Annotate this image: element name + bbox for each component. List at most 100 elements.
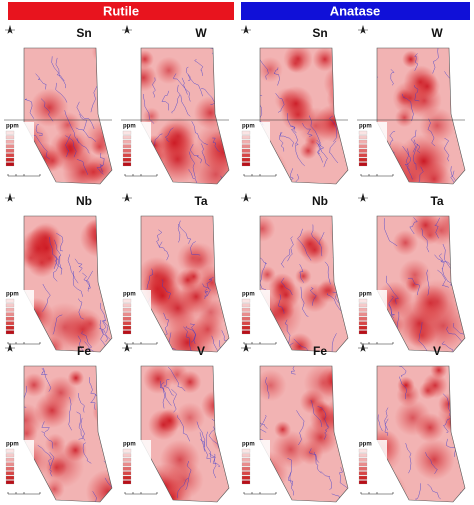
- legend-swatch: [241, 148, 251, 153]
- legend-swatch: [358, 130, 368, 135]
- legend-swatch: [5, 475, 15, 480]
- legend-swatch: [241, 325, 251, 330]
- north-arrow: [241, 192, 251, 202]
- legend-unit: ppm: [359, 124, 372, 130]
- scale-bar: [360, 342, 394, 345]
- north-arrow: [241, 342, 251, 352]
- legend-swatch: [241, 312, 251, 317]
- legend-swatch: [241, 471, 251, 476]
- map-panel: Nb ppm: [240, 192, 349, 353]
- legend-unit: ppm: [6, 124, 19, 130]
- map-panel: Sn ppm: [4, 24, 113, 185]
- legend-swatch: [5, 298, 15, 303]
- legend-unit: ppm: [359, 442, 372, 448]
- anatase-header: Anatase: [330, 3, 381, 18]
- scale-bar: [7, 174, 41, 177]
- legend-swatch: [241, 303, 251, 308]
- north-arrow: [241, 24, 251, 34]
- legend-swatch: [5, 330, 15, 335]
- legend-swatch: [5, 466, 15, 471]
- legend-swatch: [122, 312, 132, 317]
- legend-swatch: [358, 316, 368, 321]
- legend-swatch: [241, 316, 251, 321]
- map-panel: Fe ppm: [240, 342, 349, 503]
- legend-unit: ppm: [242, 292, 255, 298]
- legend-swatch: [122, 153, 132, 158]
- map-panel: Nb ppm: [4, 192, 113, 353]
- legend-swatch: [241, 448, 251, 453]
- legend-unit: ppm: [123, 442, 136, 448]
- legend-swatch: [241, 321, 251, 326]
- scale-bar: [243, 174, 277, 177]
- north-arrow: [122, 192, 132, 202]
- legend-swatch: [358, 135, 368, 140]
- legend-swatch: [122, 307, 132, 312]
- legend-swatch: [358, 139, 368, 144]
- legend-swatch: [122, 316, 132, 321]
- legend-swatch: [5, 148, 15, 153]
- legend-swatch: [358, 453, 368, 458]
- element-label: Ta: [194, 194, 207, 208]
- map: [24, 366, 112, 502]
- legend-swatch: [122, 148, 132, 153]
- legend-unit: ppm: [123, 124, 136, 130]
- legend-swatch: [5, 453, 15, 458]
- legend-unit: ppm: [242, 124, 255, 130]
- rutile-header: Rutile: [103, 3, 139, 18]
- map-panel: Ta ppm: [121, 192, 230, 353]
- north-arrow: [358, 192, 368, 202]
- legend-swatch: [5, 316, 15, 321]
- map: [260, 216, 348, 352]
- legend-swatch: [241, 139, 251, 144]
- legend-swatch: [122, 325, 132, 330]
- legend-swatch: [358, 303, 368, 308]
- legend-swatch: [5, 448, 15, 453]
- legend-swatch: [241, 475, 251, 480]
- legend-swatch: [358, 325, 368, 330]
- scale-bar: [360, 174, 394, 177]
- legend-swatch: [5, 325, 15, 330]
- legend-swatch: [241, 135, 251, 140]
- legend-unit: ppm: [123, 292, 136, 298]
- element-label: Ta: [430, 194, 443, 208]
- legend-swatch: [358, 298, 368, 303]
- legend-swatch: [358, 457, 368, 462]
- legend-swatch: [122, 453, 132, 458]
- legend-swatch: [122, 475, 132, 480]
- legend-unit: ppm: [242, 442, 255, 448]
- legend-swatch: [358, 162, 368, 167]
- legend-swatch: [122, 480, 132, 485]
- legend-swatch: [122, 462, 132, 467]
- legend-swatch: [5, 135, 15, 140]
- legend-swatch: [358, 466, 368, 471]
- legend-swatch: [122, 135, 132, 140]
- legend-swatch: [358, 153, 368, 158]
- map: [141, 366, 229, 502]
- legend-swatch: [122, 471, 132, 476]
- legend-swatch: [358, 321, 368, 326]
- legend-swatch: [5, 130, 15, 135]
- legend-swatch: [241, 157, 251, 162]
- element-label: Fe: [313, 344, 327, 358]
- legend-swatch: [358, 448, 368, 453]
- scale-bar: [243, 492, 277, 495]
- map-panel: Fe ppm: [4, 342, 113, 503]
- legend-swatch: [358, 312, 368, 317]
- legend-swatch: [122, 162, 132, 167]
- legend-swatch: [122, 298, 132, 303]
- legend-swatch: [5, 153, 15, 158]
- legend-swatch: [358, 144, 368, 149]
- legend-swatch: [241, 144, 251, 149]
- north-arrow: [122, 24, 132, 34]
- element-label: W: [431, 26, 443, 40]
- north-arrow: [122, 342, 132, 352]
- legend-swatch: [122, 157, 132, 162]
- scale-bar: [7, 492, 41, 495]
- scale-bar: [360, 492, 394, 495]
- legend-swatch: [241, 298, 251, 303]
- north-arrow: [358, 342, 368, 352]
- legend-swatch: [241, 330, 251, 335]
- legend-swatch: [5, 480, 15, 485]
